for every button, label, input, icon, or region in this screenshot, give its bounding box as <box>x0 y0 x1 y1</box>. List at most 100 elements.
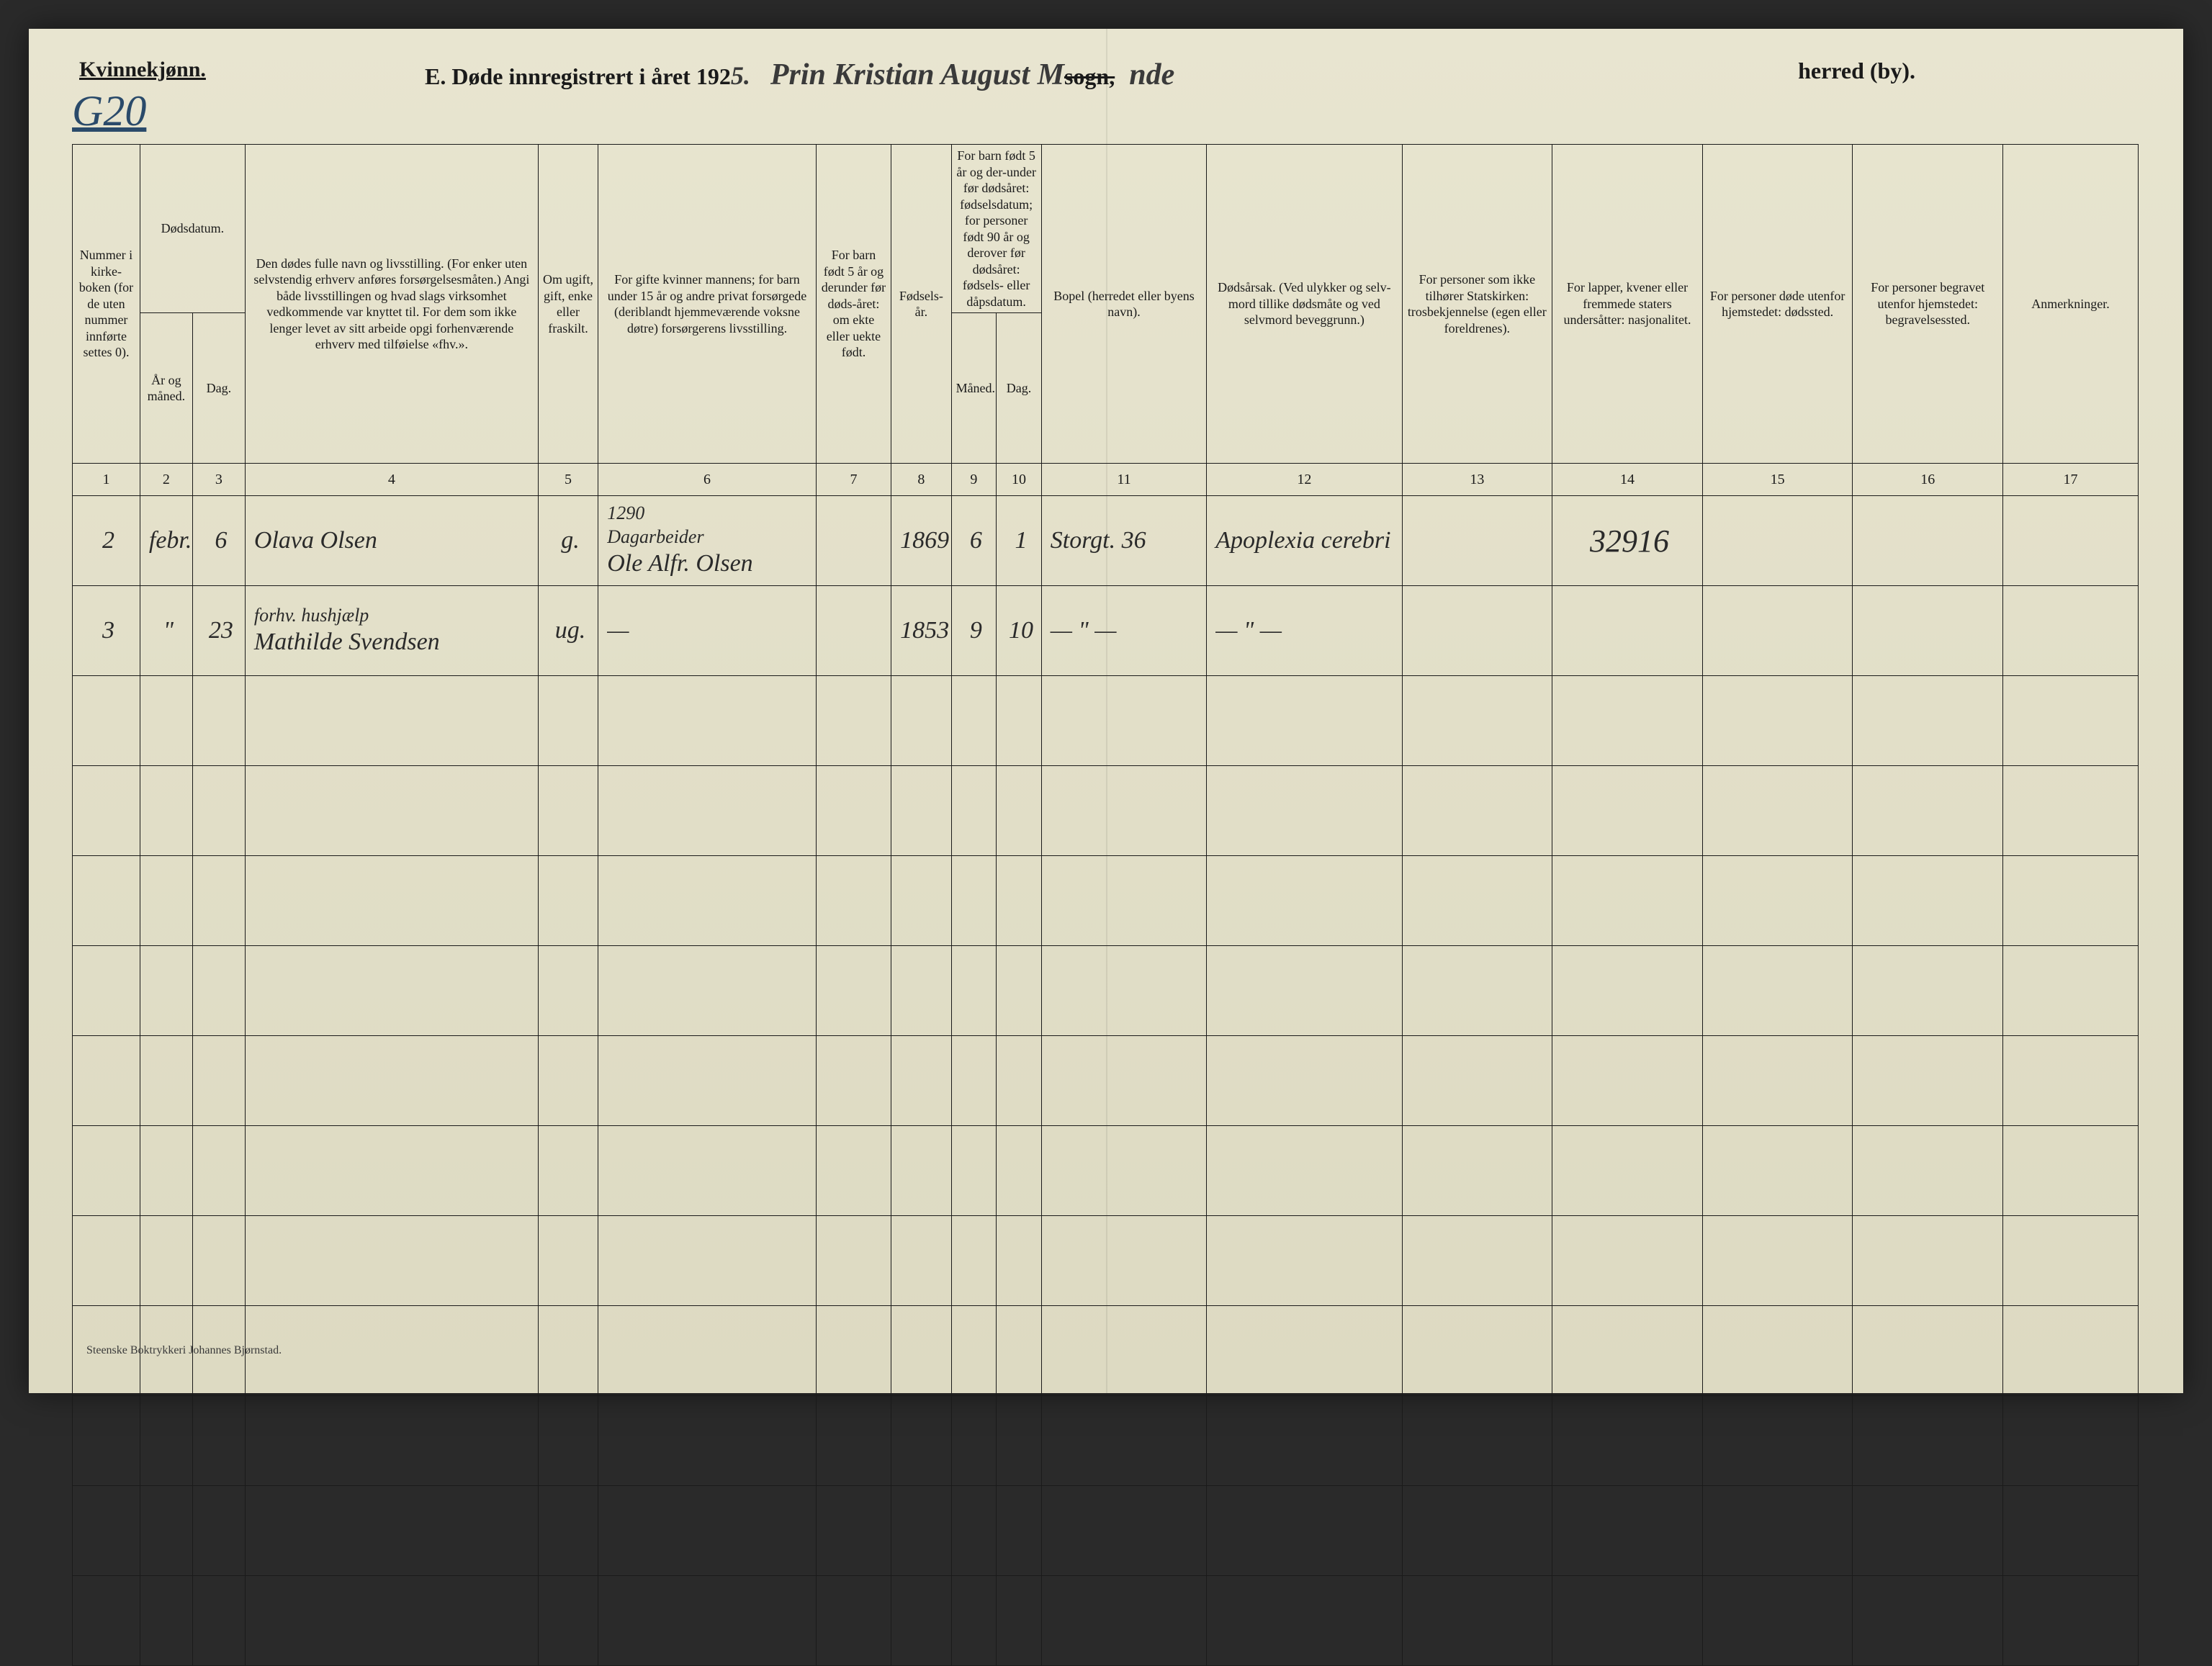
cell <box>538 1486 598 1576</box>
cell <box>1041 1216 1207 1306</box>
cell <box>816 1036 891 1126</box>
page-header: Kvinnekjønn. E. Døde innregistrert i åre… <box>79 58 2131 101</box>
cn5: 5 <box>538 464 598 496</box>
cell <box>1853 1216 2003 1306</box>
cell <box>1552 1306 1703 1396</box>
cell <box>598 946 817 1036</box>
cn13: 13 <box>1402 464 1552 496</box>
cell <box>2003 496 2139 586</box>
sogn-struck: sogn, <box>1064 63 1115 89</box>
cell <box>73 1576 140 1666</box>
cell <box>951 1216 997 1306</box>
cell <box>192 1486 245 1576</box>
header-row-1: Nummer i kirke-boken (for de uten nummer… <box>73 145 2139 313</box>
register-table: Nummer i kirke-boken (for de uten nummer… <box>72 144 2139 1666</box>
cell: Olava Olsen <box>245 496 538 586</box>
cell <box>245 1486 538 1576</box>
cell <box>245 766 538 856</box>
h-sub2a: År og måned. <box>140 313 192 464</box>
cell <box>1207 1486 1402 1576</box>
table-row-empty <box>73 946 2139 1036</box>
cell <box>1207 1216 1402 1306</box>
cell <box>192 946 245 1036</box>
cell <box>1853 496 2003 586</box>
cell <box>245 1396 538 1486</box>
cell <box>1552 1036 1703 1126</box>
cell <box>951 946 997 1036</box>
cell <box>1402 586 1552 676</box>
cell <box>951 1396 997 1486</box>
h-col13: For personer som ikke tilhører Statskirk… <box>1402 145 1552 464</box>
cell <box>997 1216 1042 1306</box>
cell <box>1702 1306 1853 1396</box>
cell <box>1041 1126 1207 1216</box>
cell <box>1402 1036 1552 1126</box>
cell <box>538 676 598 766</box>
cell <box>1702 496 1853 586</box>
cell <box>1402 1486 1552 1576</box>
cell <box>997 1396 1042 1486</box>
cn11: 11 <box>1041 464 1207 496</box>
cell <box>245 1216 538 1306</box>
cell <box>891 1396 951 1486</box>
cell <box>891 1576 951 1666</box>
h-col5: Om ugift, gift, enke eller fraskilt. <box>538 145 598 464</box>
cell <box>538 1036 598 1126</box>
cell <box>997 1576 1042 1666</box>
g20-mark: G20 <box>72 86 146 136</box>
cell <box>1402 1576 1552 1666</box>
cell <box>951 1486 997 1576</box>
cell <box>891 1486 951 1576</box>
cell <box>1702 586 1853 676</box>
year-hw: 5. <box>731 61 750 90</box>
cell <box>73 676 140 766</box>
cn1: 1 <box>73 464 140 496</box>
cell <box>816 856 891 946</box>
herred-label: herred (by). <box>1798 58 1915 84</box>
cell <box>1207 676 1402 766</box>
cell <box>192 766 245 856</box>
h-col8: Fødsels-år. <box>891 145 951 464</box>
cell <box>1702 676 1853 766</box>
cell <box>73 1126 140 1216</box>
cell <box>1853 676 2003 766</box>
h-sub9a: Måned. <box>951 313 997 464</box>
cell <box>538 1216 598 1306</box>
cell <box>1552 1396 1703 1486</box>
cell <box>1702 856 1853 946</box>
cell <box>598 766 817 856</box>
cell <box>1041 946 1207 1036</box>
table-row-empty <box>73 1126 2139 1216</box>
cell <box>598 1576 817 1666</box>
cell <box>1853 1576 2003 1666</box>
cell <box>1402 1216 1552 1306</box>
h-col11: Bopel (herredet eller byens navn). <box>1041 145 1207 464</box>
cell <box>997 946 1042 1036</box>
cell <box>1402 946 1552 1036</box>
cell <box>192 1216 245 1306</box>
cell <box>538 1306 598 1396</box>
cell <box>1041 1036 1207 1126</box>
cell <box>598 856 817 946</box>
cell: febr. <box>140 496 192 586</box>
cell <box>1853 1486 2003 1576</box>
cn3: 3 <box>192 464 245 496</box>
cell <box>891 1126 951 1216</box>
cn10: 10 <box>997 464 1042 496</box>
cell <box>997 1486 1042 1576</box>
cell: 1290DagarbeiderOle Alfr. Olsen <box>598 496 817 586</box>
cell <box>140 1216 192 1306</box>
title: E. Døde innregistrert i året 1925. Prin … <box>425 58 1174 92</box>
cell <box>1552 946 1703 1036</box>
h-col17: Anmerkninger. <box>2003 145 2139 464</box>
cell <box>816 1306 891 1396</box>
cell <box>997 676 1042 766</box>
cell <box>140 766 192 856</box>
cell <box>816 1486 891 1576</box>
cell: 1 <box>997 496 1042 586</box>
cell <box>1402 496 1552 586</box>
cell <box>1402 1306 1552 1396</box>
cell <box>1207 946 1402 1036</box>
cell <box>73 766 140 856</box>
parish-hw: Prin Kristian August M <box>770 58 1064 91</box>
